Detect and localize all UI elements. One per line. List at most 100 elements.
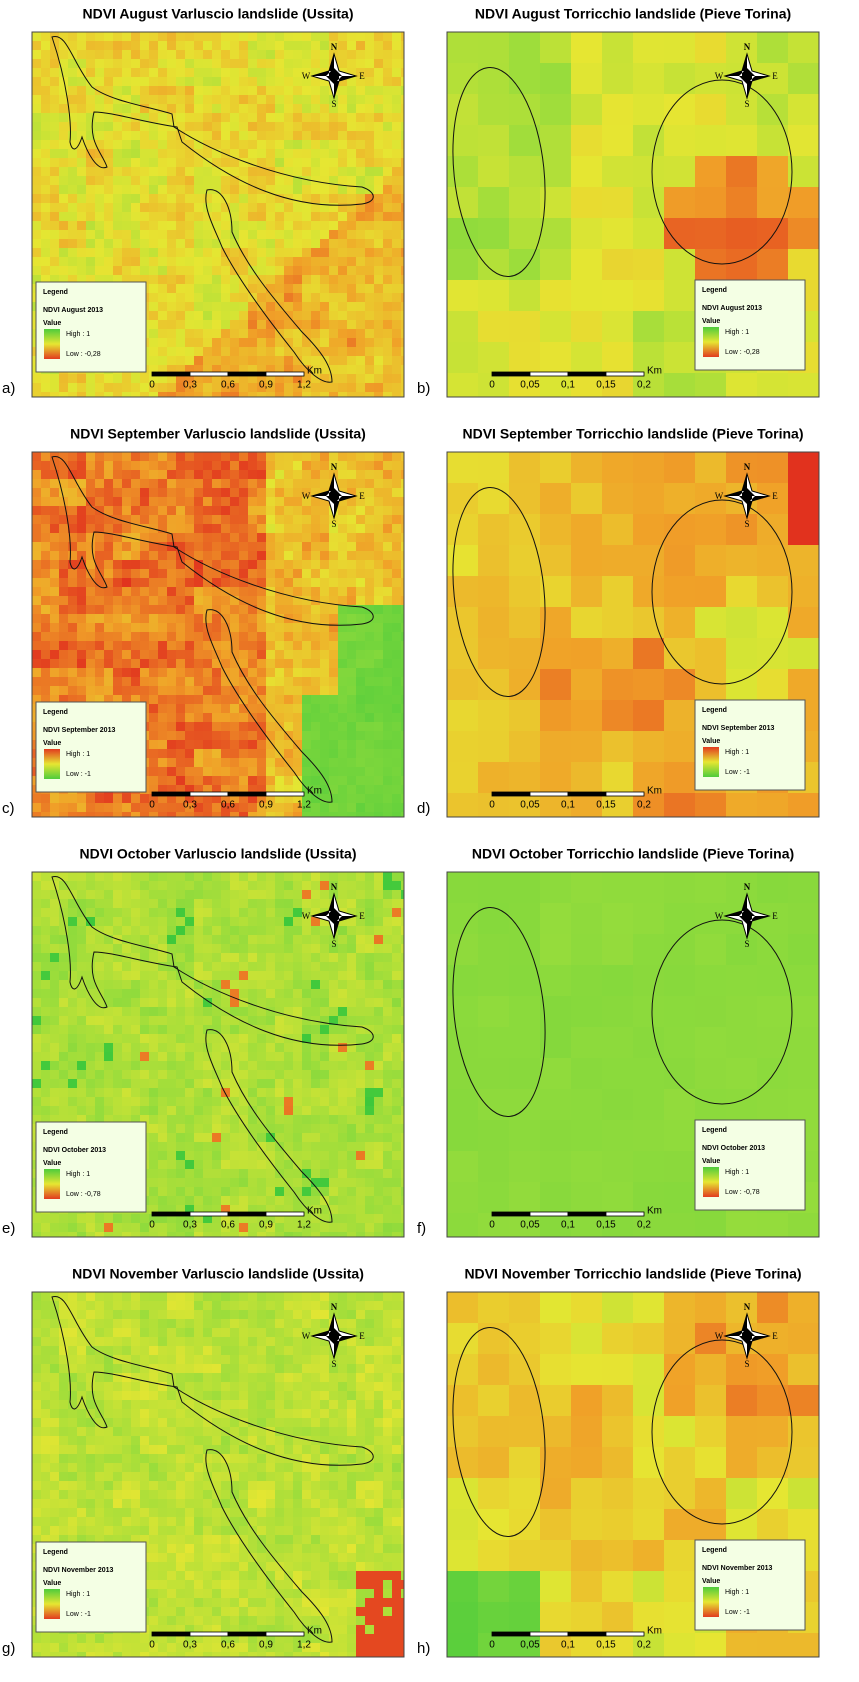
raster-cell	[149, 623, 158, 632]
raster-cell	[275, 569, 284, 578]
raster-cell	[257, 524, 266, 533]
raster-cell	[248, 1232, 257, 1237]
landslide-outline	[205, 189, 333, 383]
raster-cell	[257, 1070, 266, 1079]
raster-cell	[140, 176, 149, 185]
raster-cell	[194, 776, 203, 785]
raster-cell	[602, 545, 633, 576]
raster-cell	[95, 677, 104, 686]
raster-cell	[212, 356, 221, 365]
raster-cell	[131, 1043, 140, 1052]
raster-cell	[275, 347, 284, 356]
raster-cell	[185, 167, 194, 176]
raster-cell	[365, 158, 374, 167]
raster-cell	[230, 452, 239, 461]
raster-cell	[41, 1061, 50, 1070]
raster-cell	[95, 668, 104, 677]
raster-cell	[302, 758, 311, 767]
raster-cell	[338, 515, 347, 524]
raster-cell	[284, 230, 293, 239]
raster-cell	[176, 59, 185, 68]
raster-cell	[32, 623, 41, 632]
raster-cell	[293, 176, 302, 185]
raster-cell	[275, 812, 284, 817]
raster-cell	[95, 686, 104, 695]
raster-cell	[356, 452, 365, 461]
raster-cell	[104, 1016, 113, 1025]
raster-cell	[383, 623, 392, 632]
raster-cell	[32, 812, 41, 817]
raster-cell	[257, 1196, 266, 1205]
raster-cell	[311, 347, 320, 356]
raster-cell	[266, 149, 275, 158]
raster-cell	[86, 605, 95, 614]
raster-cell	[221, 293, 230, 302]
raster-cell	[68, 596, 77, 605]
raster-cell	[401, 365, 404, 374]
raster-cell	[266, 1151, 275, 1160]
raster-cell	[131, 917, 140, 926]
raster-cell	[176, 881, 185, 890]
raster-cell	[68, 194, 77, 203]
raster-cell	[356, 230, 365, 239]
legend-field: Value	[43, 740, 61, 747]
raster-cell	[257, 803, 266, 812]
raster-cell	[122, 515, 131, 524]
raster-cell	[149, 1025, 158, 1034]
raster-cell	[176, 293, 185, 302]
raster-cell	[302, 230, 311, 239]
raster-cell	[356, 731, 365, 740]
raster-cell	[194, 1214, 203, 1223]
raster-cell	[320, 452, 329, 461]
raster-cell	[257, 452, 266, 461]
raster-cell	[68, 1088, 77, 1097]
map-frame	[31, 451, 405, 818]
raster-cell	[392, 257, 401, 266]
raster-cell	[347, 605, 356, 614]
raster-cell	[149, 785, 158, 794]
raster-cell	[194, 470, 203, 479]
raster-cell	[86, 803, 95, 812]
raster-cell	[338, 329, 347, 338]
raster-cell	[356, 578, 365, 587]
raster-cell	[203, 668, 212, 677]
raster-cell	[248, 140, 257, 149]
raster-cell	[509, 452, 540, 483]
raster-cell	[41, 1052, 50, 1061]
raster-cell	[293, 659, 302, 668]
raster-cell	[257, 1043, 266, 1052]
raster-cell	[32, 149, 41, 158]
raster-cell	[338, 248, 347, 257]
raster-cell	[176, 560, 185, 569]
raster-cell	[158, 1223, 167, 1232]
raster-cell	[140, 596, 149, 605]
raster-cell	[149, 176, 158, 185]
raster-cell	[50, 374, 59, 383]
raster-cell	[176, 731, 185, 740]
raster-cell	[212, 659, 221, 668]
raster-cell	[248, 899, 257, 908]
raster-cell	[185, 257, 194, 266]
raster-cell	[266, 140, 275, 149]
raster-cell	[320, 329, 329, 338]
raster-cell	[32, 1052, 41, 1061]
raster-cell	[284, 50, 293, 59]
raster-cell	[383, 329, 392, 338]
raster-cell	[257, 704, 266, 713]
raster-cell	[41, 1007, 50, 1016]
raster-cell	[50, 266, 59, 275]
raster-cell	[113, 794, 122, 803]
raster-cell	[86, 185, 95, 194]
raster-cell	[122, 392, 131, 397]
raster-cell	[185, 668, 194, 677]
raster-cell	[401, 497, 404, 506]
raster-cell	[383, 767, 392, 776]
raster-cell	[68, 185, 77, 194]
raster-cell	[212, 578, 221, 587]
raster-cell	[203, 1187, 212, 1196]
raster-cell	[32, 962, 41, 971]
raster-cell	[131, 470, 140, 479]
raster-cell	[104, 533, 113, 542]
raster-cell	[356, 149, 365, 158]
raster-cell	[248, 962, 257, 971]
